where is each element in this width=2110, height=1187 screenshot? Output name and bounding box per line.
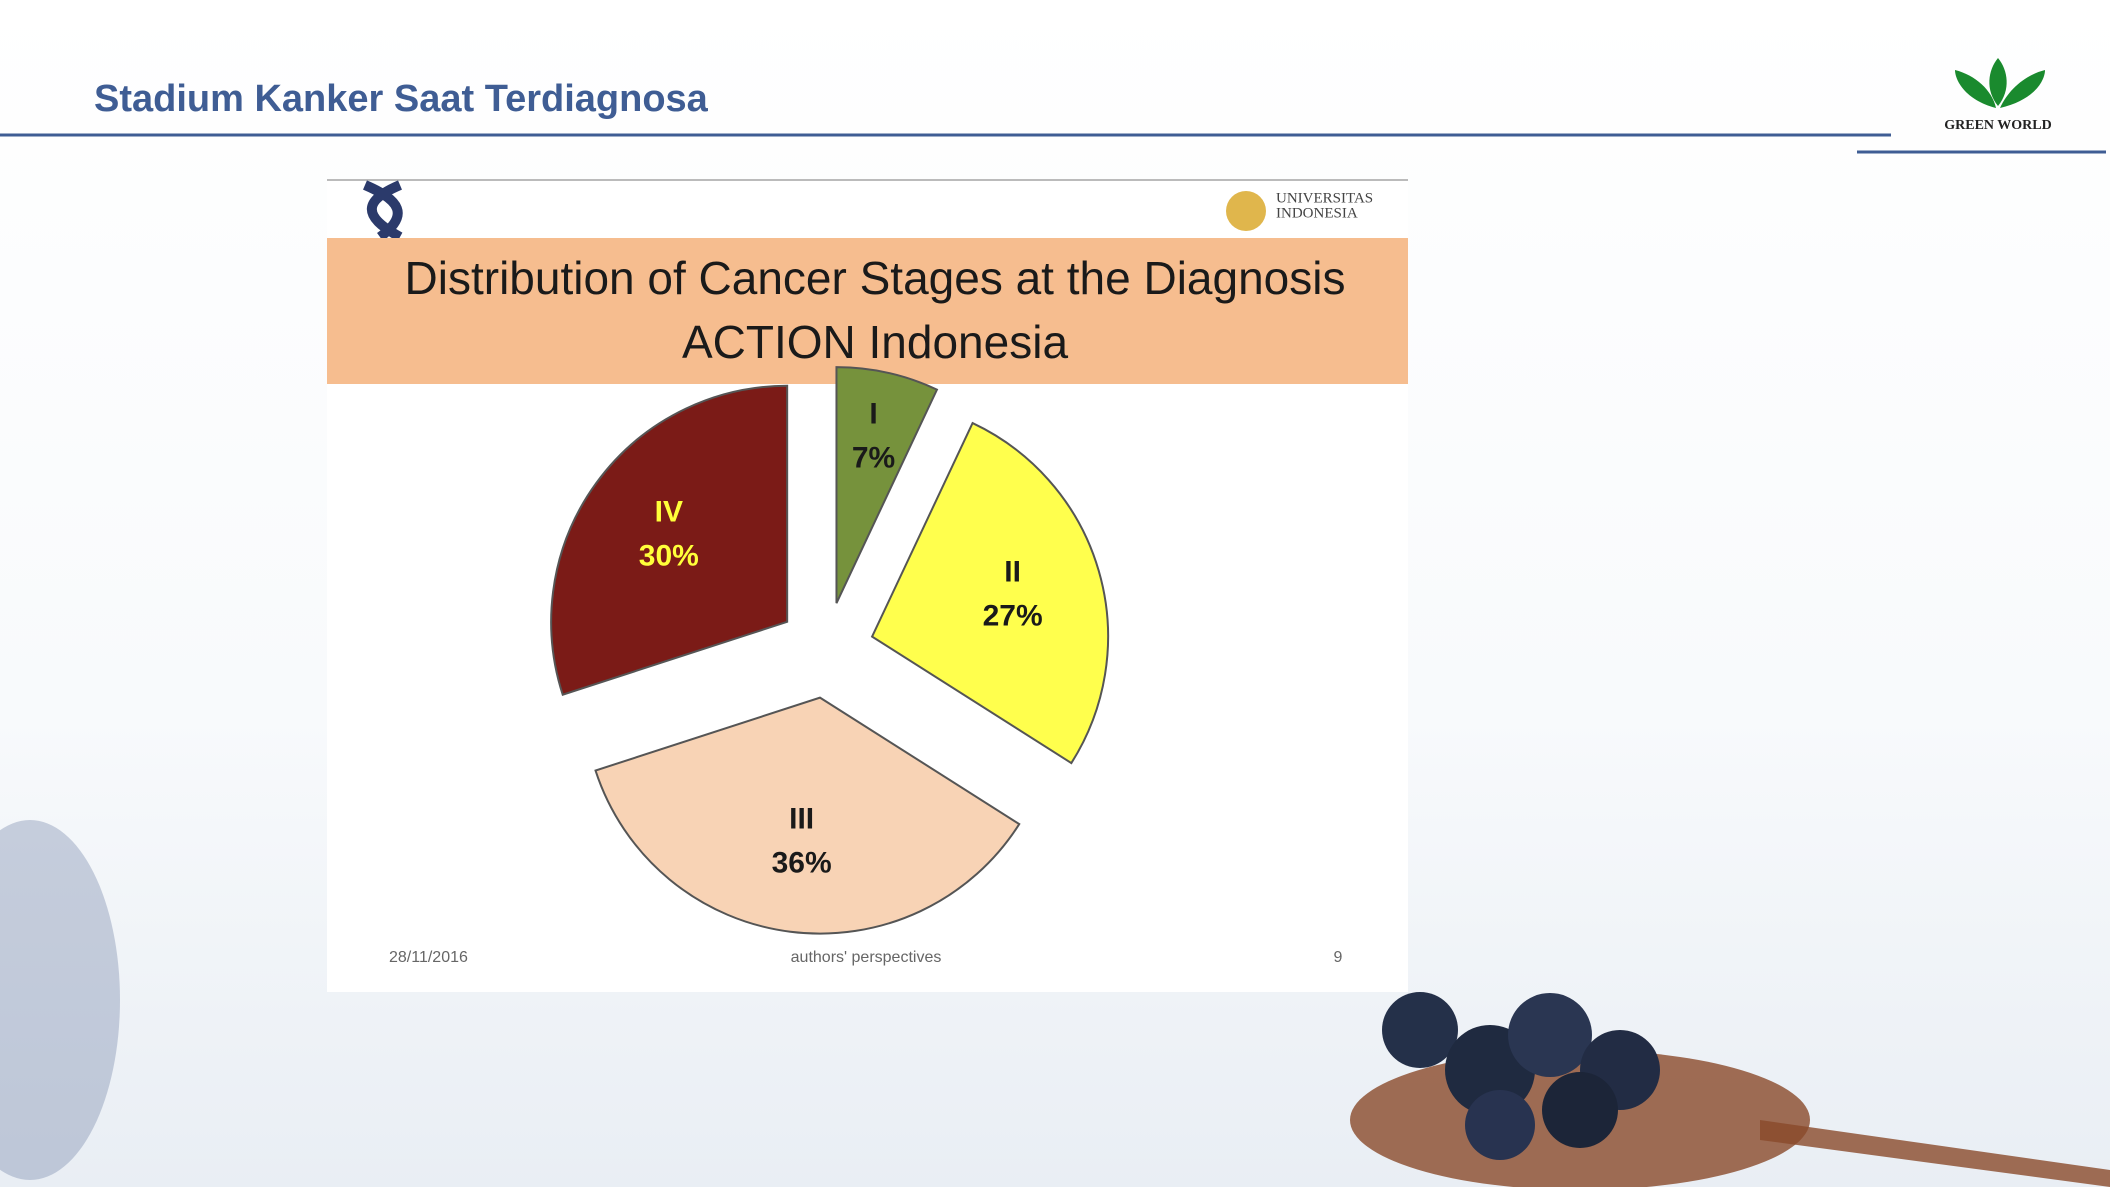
logo-text: GREEN WORLD — [1944, 118, 2051, 133]
university-name: UNIVERSITAS — [1276, 190, 1373, 206]
pie-slice — [550, 384, 789, 696]
pie-slice — [835, 366, 939, 604]
university-emblem — [1226, 191, 1266, 231]
slice-value-label: 36% — [772, 847, 832, 880]
inner-logo — [363, 180, 403, 242]
slice-value-label: 7% — [852, 441, 895, 474]
slide-title: Stadium Kanker Saat Terdiagnosa — [94, 78, 709, 120]
pie-slice — [870, 421, 1110, 765]
footer-date: 28/11/2016 — [389, 949, 468, 966]
footer-text: authors' perspectives — [791, 949, 942, 966]
logo: GREEN WORLD — [1944, 58, 2052, 133]
slice-category: IV — [655, 496, 683, 529]
pie-slice — [594, 696, 1021, 935]
chart-title: Distribution of Cancer Stages at the Dia… — [405, 252, 1346, 304]
slice-category: I — [869, 397, 877, 430]
slice-value-label: 30% — [639, 540, 699, 573]
decoration — [0, 820, 2110, 1187]
chart-subtitle: ACTION Indonesia — [682, 316, 1068, 368]
chart-title-band — [327, 238, 1408, 384]
slice-category: III — [789, 803, 814, 836]
footer-page: 9 — [1334, 949, 1343, 966]
slice-category: II — [1004, 556, 1021, 589]
slice-value-label: 27% — [983, 600, 1043, 633]
university-name: INDONESIA — [1276, 205, 1358, 221]
